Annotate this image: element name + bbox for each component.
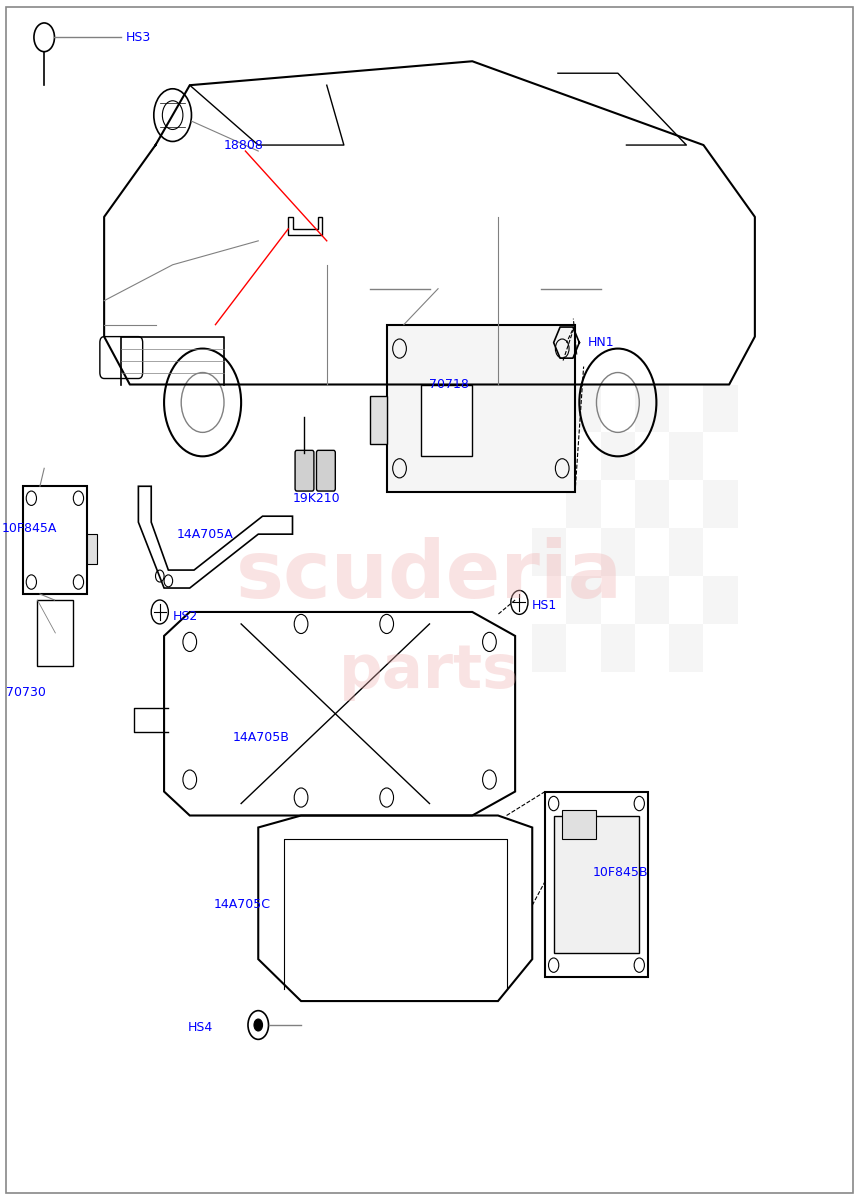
- FancyBboxPatch shape: [316, 450, 335, 491]
- Bar: [704, 384, 738, 432]
- FancyBboxPatch shape: [100, 337, 143, 378]
- Bar: [566, 384, 600, 432]
- Text: 19K210: 19K210: [293, 492, 340, 505]
- Bar: [635, 384, 669, 432]
- Bar: [369, 396, 387, 444]
- Bar: [600, 624, 635, 672]
- Bar: [566, 480, 600, 528]
- Text: 14A705C: 14A705C: [214, 898, 271, 911]
- Bar: [421, 384, 472, 456]
- Bar: [87, 534, 97, 564]
- Text: 10F845B: 10F845B: [592, 866, 648, 880]
- FancyBboxPatch shape: [295, 450, 314, 491]
- Bar: [600, 432, 635, 480]
- Bar: [23, 486, 87, 594]
- Text: 14A705B: 14A705B: [233, 731, 289, 744]
- Bar: [704, 576, 738, 624]
- Bar: [669, 624, 704, 672]
- Text: 70718: 70718: [430, 378, 469, 391]
- Bar: [669, 432, 704, 480]
- FancyBboxPatch shape: [387, 325, 575, 492]
- Bar: [600, 528, 635, 576]
- Bar: [635, 480, 669, 528]
- Bar: [545, 792, 648, 977]
- Bar: [704, 480, 738, 528]
- Text: 18808: 18808: [224, 138, 264, 151]
- Text: HS3: HS3: [125, 31, 151, 44]
- Bar: [554, 816, 639, 953]
- Bar: [533, 432, 566, 480]
- Text: HS1: HS1: [533, 600, 557, 612]
- Text: scuderia: scuderia: [236, 538, 623, 616]
- Text: 70730: 70730: [6, 686, 46, 700]
- Circle shape: [254, 1019, 263, 1031]
- Bar: [533, 624, 566, 672]
- Bar: [566, 576, 600, 624]
- Text: HN1: HN1: [588, 336, 614, 349]
- Bar: [37, 600, 73, 666]
- Text: 10F845A: 10F845A: [2, 522, 57, 535]
- Text: 14A705A: 14A705A: [177, 528, 234, 541]
- Bar: [669, 528, 704, 576]
- Text: parts: parts: [339, 642, 520, 701]
- Bar: [533, 528, 566, 576]
- Bar: [562, 810, 596, 840]
- Text: HS4: HS4: [188, 1021, 213, 1034]
- Bar: [635, 576, 669, 624]
- Text: HS2: HS2: [173, 611, 198, 623]
